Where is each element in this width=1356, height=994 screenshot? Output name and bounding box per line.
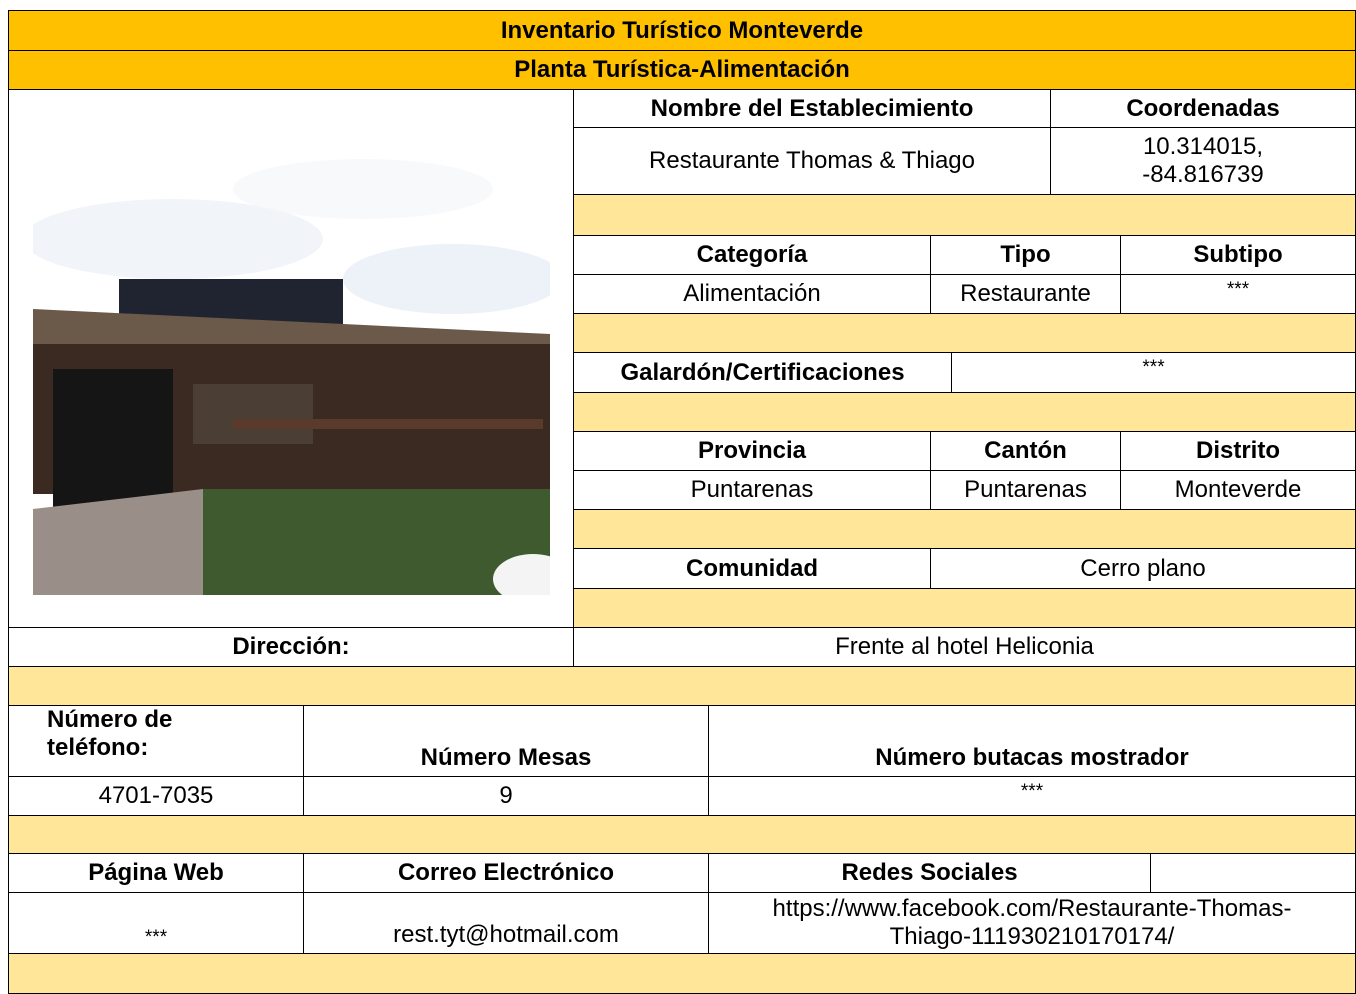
cell-text: Número Mesas	[420, 744, 592, 772]
spacer	[8, 953, 1356, 994]
cell-text: ***	[144, 927, 168, 949]
value: 9	[303, 776, 709, 816]
cell-text: Comunidad	[686, 554, 818, 582]
value: Cerro plano	[930, 548, 1356, 589]
photo	[33, 129, 550, 595]
label: Comunidad	[573, 548, 931, 589]
cell-text: Tipo	[1000, 241, 1051, 269]
value: 4701-7035	[8, 776, 304, 816]
cell-text: Restaurante Thomas & Thiago	[649, 147, 975, 175]
cell-text: Dirección:	[232, 633, 350, 661]
label: Subtipo	[1120, 235, 1356, 275]
label: Galardón/Certificaciones	[573, 352, 952, 393]
cell-text: Distrito	[1196, 437, 1280, 465]
spacer	[573, 313, 1356, 353]
cell-text: Alimentación	[683, 280, 821, 308]
cell-text: Subtipo	[1193, 241, 1283, 269]
value: Monteverde	[1120, 470, 1356, 510]
spacer	[573, 509, 1356, 549]
label: Página Web	[8, 853, 304, 893]
cell-text: https://www.facebook.com/Restaurante-Tho…	[772, 895, 1292, 950]
cell-text: Nombre del Establecimiento	[650, 94, 974, 122]
cell-text: Coordenadas	[1126, 94, 1280, 122]
label: Categoría	[573, 235, 931, 275]
cell-text: ***	[1226, 279, 1250, 300]
value: ***	[951, 352, 1356, 393]
label: Provincia	[573, 431, 931, 471]
cell-text: Puntarenas	[690, 476, 814, 504]
cell-text: Provincia	[697, 437, 807, 465]
spacer	[573, 194, 1356, 236]
cell-text: Inventario Turístico Monteverde	[500, 16, 864, 44]
spacer	[8, 666, 1356, 706]
cell-text: Correo Electrónico	[397, 859, 615, 887]
cell-text: rest.tyt@hotmail.com	[393, 921, 619, 949]
cell-text: Cantón	[984, 437, 1067, 465]
value: Puntarenas	[930, 470, 1121, 510]
value: Alimentación	[573, 274, 931, 314]
cell-text: Restaurante	[960, 280, 1091, 308]
value: rest.tyt@hotmail.com	[303, 892, 709, 954]
empty-cell	[1150, 853, 1356, 893]
value: ***	[1120, 274, 1356, 314]
value: Frente al hotel Heliconia	[573, 627, 1356, 667]
value: https://www.facebook.com/Restaurante-Tho…	[708, 892, 1356, 954]
label: Cantón	[930, 431, 1121, 471]
label: Distrito	[1120, 431, 1356, 471]
label: Nombre del Establecimiento	[573, 89, 1051, 128]
cell-text: Monteverde	[1174, 476, 1302, 504]
subtitle: Planta Turística-Alimentación	[8, 50, 1356, 90]
spacer	[8, 815, 1356, 854]
cell-text: Número butacas mostrador	[875, 744, 1189, 772]
cell-text: Frente al hotel Heliconia	[835, 633, 1094, 661]
cell-text: Página Web	[88, 859, 224, 887]
label: Correo Electrónico	[303, 853, 709, 893]
label: Número de teléfono:	[8, 705, 304, 777]
label: Redes Sociales	[708, 853, 1151, 893]
value: Restaurante Thomas & Thiago	[573, 127, 1051, 195]
spacer	[573, 588, 1356, 628]
value: Puntarenas	[573, 470, 931, 510]
value: ***	[8, 892, 304, 954]
value: 10.314015, -84.816739	[1050, 127, 1356, 195]
label: Coordenadas	[1050, 89, 1356, 128]
label: Tipo	[930, 235, 1121, 275]
cell-text: Puntarenas	[964, 476, 1087, 504]
label: Dirección:	[8, 627, 574, 667]
cell-text: Cerro plano	[1080, 554, 1206, 582]
title: Inventario Turístico Monteverde	[8, 10, 1356, 51]
label: Número Mesas	[303, 705, 709, 777]
value: ***	[708, 776, 1356, 816]
cell-text: Planta Turística-Alimentación	[514, 56, 850, 84]
cell-text: Redes Sociales	[841, 859, 1018, 887]
label: Número butacas mostrador	[708, 705, 1356, 777]
cell-text: 10.314015, -84.816739	[1142, 133, 1264, 188]
cell-text: ***	[1142, 357, 1165, 378]
cell-text: Número de teléfono:	[47, 706, 173, 761]
cell-text: Galardón/Certificaciones	[620, 358, 905, 386]
photo-cell	[8, 89, 574, 628]
cell-text: 4701-7035	[98, 782, 214, 810]
cell-text: Categoría	[696, 241, 808, 269]
cell-text: ***	[1020, 781, 1044, 802]
value: Restaurante	[930, 274, 1121, 314]
cell-text: 9	[499, 782, 513, 810]
spacer	[573, 392, 1356, 432]
